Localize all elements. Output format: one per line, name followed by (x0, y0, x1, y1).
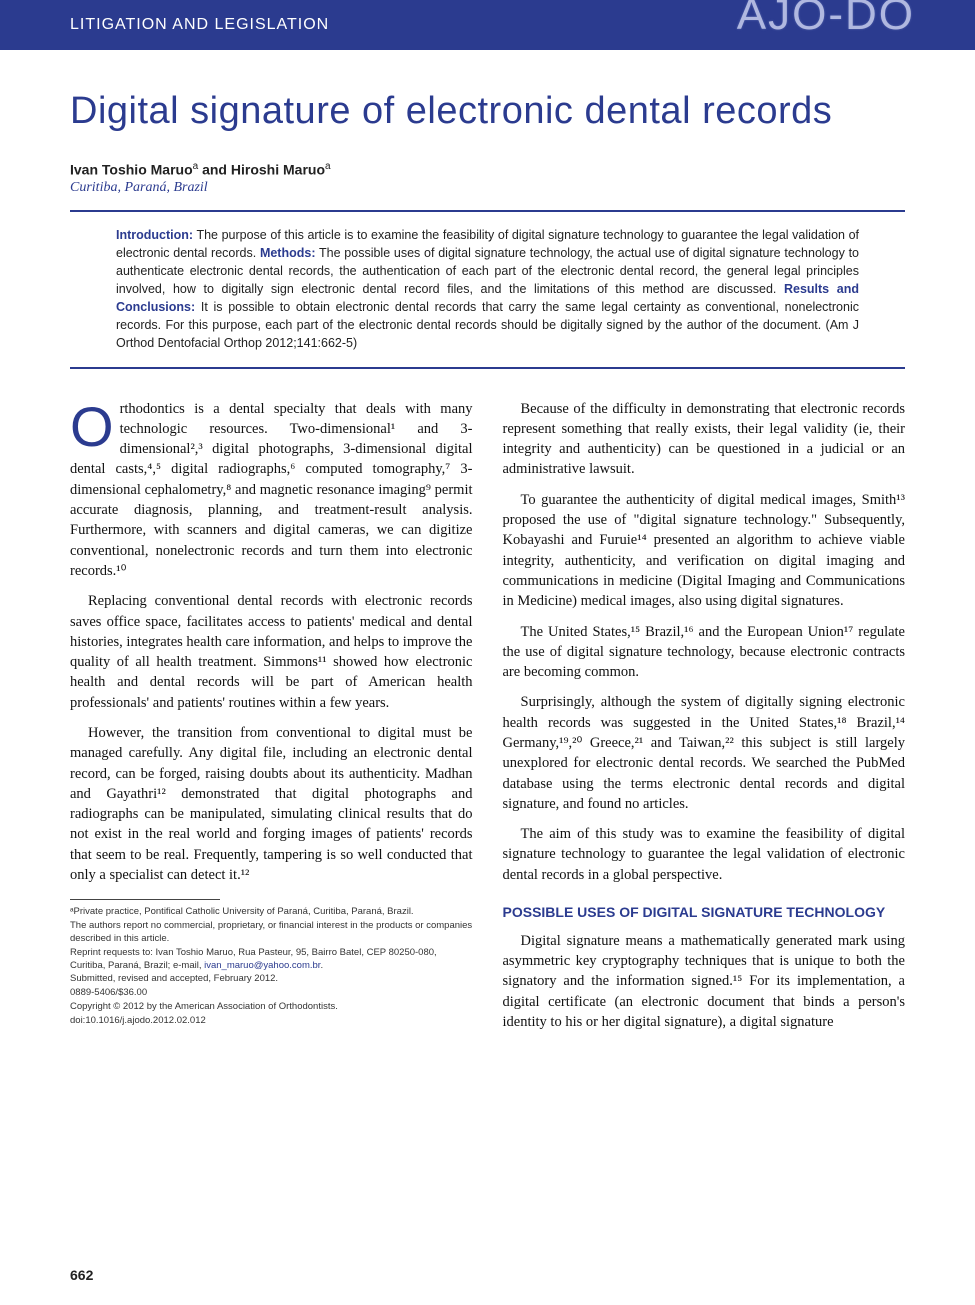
body-p1: Orthodontics is a dental specialty that … (70, 399, 473, 582)
author-line: Ivan Toshio Maruoa and Hiroshi Maruoa (70, 161, 905, 178)
page-content: Digital signature of electronic dental r… (0, 50, 975, 1042)
article-title: Digital signature of electronic dental r… (70, 90, 905, 133)
body-columns: Orthodontics is a dental specialty that … (70, 399, 905, 1043)
divider-top (70, 210, 905, 212)
journal-brand: AJO-DO (737, 0, 915, 40)
footnote-email-link[interactable]: ivan_maruo@yahoo.com.br (204, 960, 320, 971)
abstract-results-text: It is possible to obtain electronic dent… (116, 300, 859, 350)
body-p5: To guarantee the authenticity of digital… (503, 490, 906, 612)
footnote-disclosure: The authors report no commercial, propri… (70, 920, 473, 946)
footnote-price: 0889-5406/$36.00 (70, 987, 473, 1000)
dropcap-o: O (70, 399, 120, 451)
abstract-block: Introduction: The purpose of this articl… (70, 226, 905, 353)
page-number: 662 (70, 1267, 93, 1283)
section-label: LITIGATION AND LEGISLATION (70, 16, 329, 34)
header-bar: LITIGATION AND LEGISLATION AJO-DO (0, 0, 975, 50)
body-p1-text: rthodontics is a dental specialty that d… (70, 401, 473, 579)
footnote-copyright: Copyright © 2012 by the American Associa… (70, 1001, 473, 1014)
footnote-reprint-post: . (320, 960, 323, 971)
footnotes-block: ᵃPrivate practice, Pontifical Catholic U… (70, 906, 473, 1027)
body-p4: Because of the difficulty in demonstrati… (503, 399, 906, 480)
footnote-reprint: Reprint requests to: Ivan Toshio Maruo, … (70, 947, 473, 973)
divider-bottom (70, 367, 905, 369)
body-p3: However, the transition from conventiona… (70, 723, 473, 885)
footnote-submitted: Submitted, revised and accepted, Februar… (70, 973, 473, 986)
author-location: Curitiba, Paraná, Brazil (70, 180, 905, 196)
abstract-intro-label: Introduction: (116, 228, 193, 242)
body-p7: Surprisingly, although the system of dig… (503, 692, 906, 814)
abstract-methods-label: Methods: (260, 246, 316, 260)
section-heading-possible-uses: POSSIBLE USES OF DIGITAL SIGNATURE TECHN… (503, 903, 906, 923)
body-p6: The United States,¹⁵ Brazil,¹⁶ and the E… (503, 622, 906, 683)
footnote-doi: doi:10.1016/j.ajodo.2012.02.012 (70, 1015, 473, 1028)
body-p9: Digital signature means a mathematically… (503, 931, 906, 1032)
body-p8: The aim of this study was to examine the… (503, 824, 906, 885)
footnote-affiliation: ᵃPrivate practice, Pontifical Catholic U… (70, 906, 473, 919)
footnote-divider (70, 899, 220, 900)
body-p2: Replacing conventional dental records wi… (70, 591, 473, 713)
